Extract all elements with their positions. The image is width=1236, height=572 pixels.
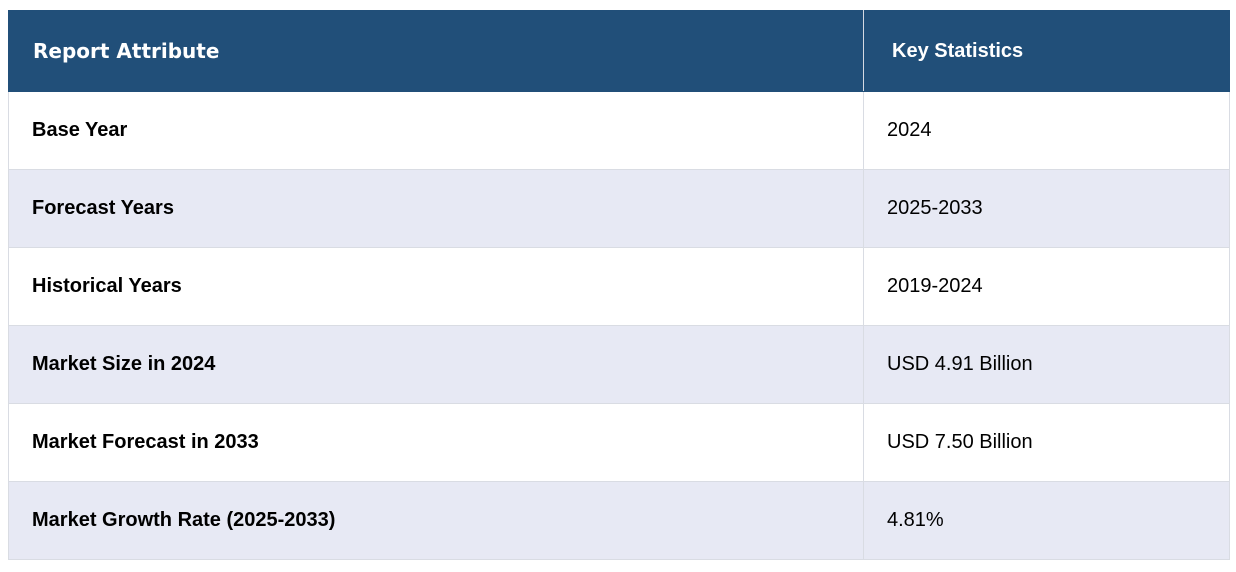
value-cell: 4.81% [863, 481, 1230, 560]
table-row: Historical Years 2019-2024 [8, 247, 1230, 326]
value-cell: 2025-2033 [863, 169, 1230, 248]
table-row: Market Forecast in 2033 USD 7.50 Billion [8, 403, 1230, 482]
header-report-attribute: Report Attribute [8, 10, 864, 92]
attribute-cell: Market Forecast in 2033 [8, 403, 864, 482]
table-row: Market Growth Rate (2025-2033) 4.81% [8, 481, 1230, 560]
value-cell: USD 4.91 Billion [863, 325, 1230, 404]
report-table-container: Report Attribute Key Statistics Base Yea… [8, 10, 1230, 560]
header-row: Report Attribute Key Statistics [8, 10, 1230, 92]
attribute-cell: Market Size in 2024 [8, 325, 864, 404]
table-row: Market Size in 2024 USD 4.91 Billion [8, 325, 1230, 404]
attribute-cell: Forecast Years [8, 169, 864, 248]
value-cell: USD 7.50 Billion [863, 403, 1230, 482]
value-cell: 2024 [863, 91, 1230, 170]
attribute-cell: Historical Years [8, 247, 864, 326]
table-header: Report Attribute Key Statistics [8, 10, 1230, 92]
table-body: Base Year 2024 Forecast Years 2025-2033 … [8, 91, 1230, 560]
table-row: Base Year 2024 [8, 91, 1230, 170]
table-row: Forecast Years 2025-2033 [8, 169, 1230, 248]
attribute-cell: Base Year [8, 91, 864, 170]
header-key-statistics: Key Statistics [863, 10, 1230, 92]
value-cell: 2019-2024 [863, 247, 1230, 326]
attribute-cell: Market Growth Rate (2025-2033) [8, 481, 864, 560]
report-statistics-table: Report Attribute Key Statistics Base Yea… [8, 10, 1230, 560]
